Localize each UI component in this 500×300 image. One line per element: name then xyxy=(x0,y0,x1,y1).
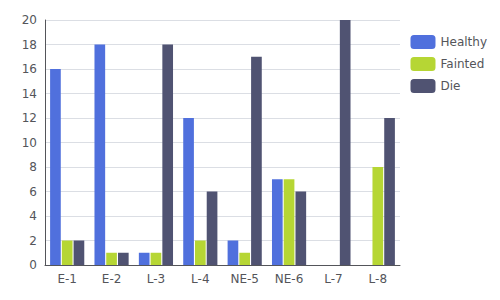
svg-text:Healthy: Healthy xyxy=(440,35,487,49)
svg-text:E-1: E-1 xyxy=(57,272,77,286)
svg-text:20: 20 xyxy=(22,13,37,27)
svg-text:L-3: L-3 xyxy=(147,272,165,286)
svg-text:NE-5: NE-5 xyxy=(230,272,259,286)
svg-text:12: 12 xyxy=(22,111,37,125)
svg-text:L-7: L-7 xyxy=(324,272,342,286)
svg-text:6: 6 xyxy=(29,185,37,199)
svg-text:Die: Die xyxy=(440,79,460,93)
svg-text:L-8: L-8 xyxy=(369,272,387,286)
svg-text:18: 18 xyxy=(22,38,37,52)
svg-text:16: 16 xyxy=(22,62,37,76)
svg-text:Fainted: Fainted xyxy=(440,57,484,71)
svg-text:10: 10 xyxy=(22,136,37,150)
svg-text:0: 0 xyxy=(29,258,37,272)
svg-text:NE-6: NE-6 xyxy=(275,272,304,286)
svg-text:14: 14 xyxy=(22,87,37,101)
svg-text:2: 2 xyxy=(29,234,37,248)
svg-text:4: 4 xyxy=(29,209,37,223)
svg-text:L-4: L-4 xyxy=(191,272,209,286)
svg-text:E-2: E-2 xyxy=(102,272,122,286)
svg-text:8: 8 xyxy=(29,160,37,174)
